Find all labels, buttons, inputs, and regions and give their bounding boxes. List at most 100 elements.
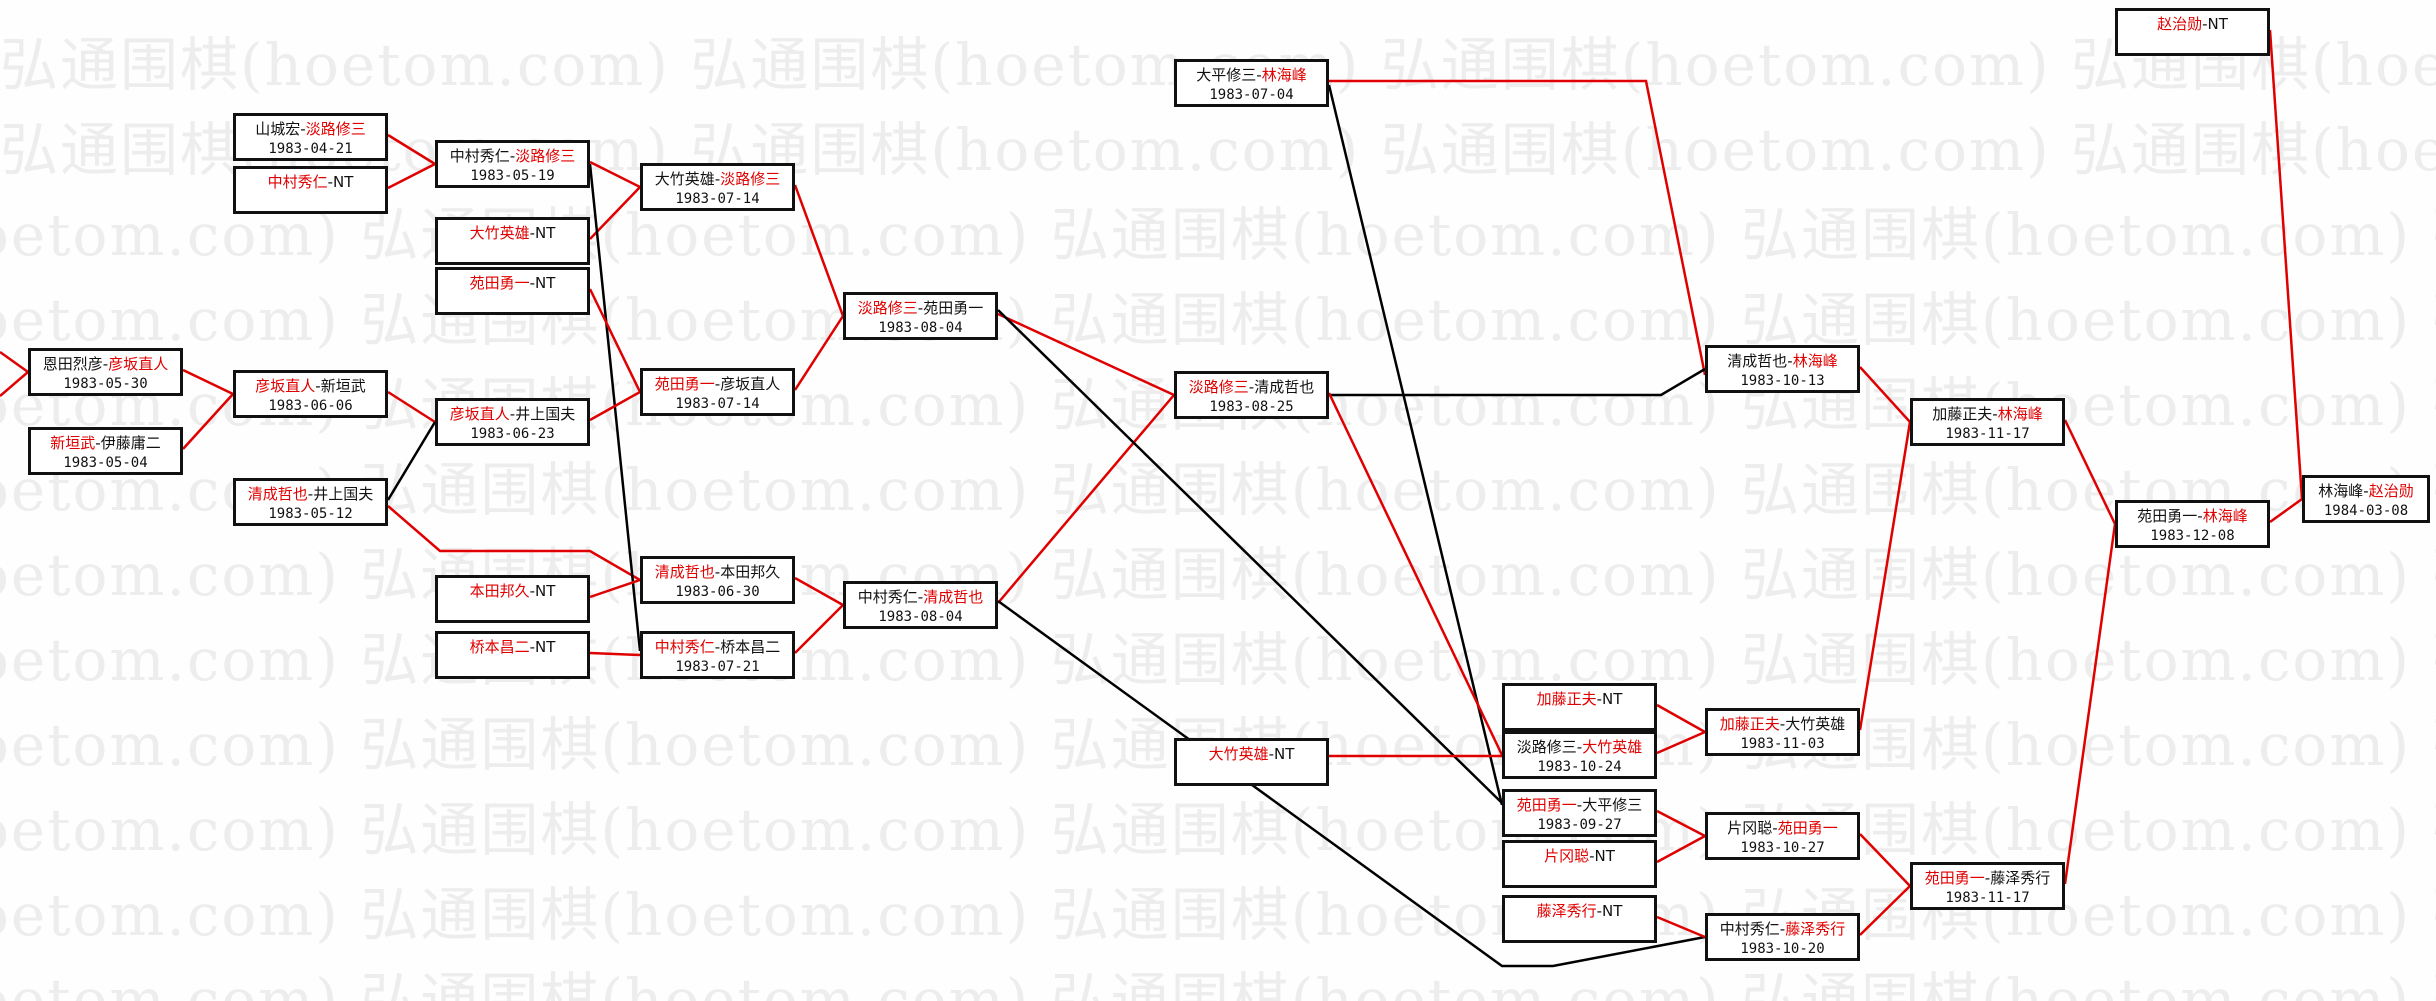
bracket-connector	[1858, 421, 1912, 731]
match-date: 1983-07-04	[1209, 87, 1294, 103]
winner-name: 藤泽秀行	[1785, 920, 1846, 938]
separator: -	[1256, 66, 1262, 84]
bracket-connector	[1329, 79, 1707, 376]
player-name: NT	[1274, 745, 1295, 763]
match-date: 1983-05-30	[63, 376, 148, 392]
separator: -	[1787, 352, 1793, 370]
match-date: 1983-07-14	[675, 191, 760, 207]
match-players: 苑田勇一-大平修三	[1505, 795, 1654, 815]
separator: -	[2202, 15, 2208, 33]
match-box: 苑田勇一-NT	[435, 267, 590, 315]
bracket-connector	[2063, 523, 2117, 885]
separator: -	[1596, 690, 1603, 708]
match-date: 1983-09-27	[1537, 817, 1622, 833]
player-name: 本田邦久	[720, 563, 781, 581]
winner-name: 大竹英雄	[1582, 738, 1643, 756]
bracket-connector	[589, 160, 641, 189]
match-box: 大竹英雄-NT	[435, 217, 590, 265]
match-players: 桥本昌二-NT	[438, 637, 587, 657]
bracket-connector	[1656, 703, 1706, 734]
match-players: 山城宏-淡路修三	[236, 119, 385, 139]
match-box: 苑田勇一-彦坂直人 1983-07-14	[640, 368, 795, 416]
winner-name: 林海峰	[1261, 66, 1307, 84]
match-date: 1983-08-04	[878, 609, 963, 625]
match-box: 中村秀仁-清成哲也 1983-08-04	[843, 581, 998, 629]
separator: -	[102, 355, 109, 373]
match-players: 藤泽秀行-NT	[1505, 901, 1654, 921]
match-players: 中村秀仁-NT	[236, 172, 385, 192]
player-name: 桥本昌二	[720, 638, 781, 656]
match-date: 1983-10-13	[1740, 373, 1825, 389]
bracket-connector	[1656, 809, 1706, 838]
match-box: 中村秀仁-桥本昌二 1983-07-21	[640, 631, 795, 679]
player-name: 井上国夫	[313, 485, 374, 503]
match-date: 1983-05-12	[268, 506, 353, 522]
bracket-connector	[793, 184, 845, 317]
match-players: 清成哲也-井上国夫	[236, 484, 385, 504]
match-players: 苑田勇一-NT	[438, 273, 587, 293]
separator: -	[1576, 796, 1583, 814]
player-name: NT	[333, 173, 354, 191]
match-players: 彦坂直人-新垣武	[236, 376, 385, 396]
winner-name: 苑田勇一	[654, 375, 715, 393]
bracket-connector	[589, 651, 641, 657]
separator: -	[1248, 378, 1255, 396]
separator: -	[1984, 869, 1991, 887]
player-name: 片冈聪	[1727, 819, 1773, 837]
winner-name: 赵治勋	[2368, 482, 2414, 500]
match-date: 1983-08-04	[878, 320, 963, 336]
match-box: 苑田勇一-大平修三 1983-09-27	[1502, 789, 1657, 837]
match-box: 大平修三-林海峰 1983-07-04	[1174, 59, 1329, 107]
player-name: NT	[535, 274, 556, 292]
match-box: 恩田烈彦-彦坂直人 1983-05-30	[28, 348, 183, 396]
match-players: 清成哲也-本田邦久	[643, 562, 792, 582]
match-players: 片冈聪-苑田勇一	[1708, 818, 1857, 838]
winner-name: 片冈聪	[1544, 847, 1590, 865]
bracket-connector	[0, 350, 29, 374]
separator: -	[529, 638, 536, 656]
match-players: 淡路修三-清成哲也	[1177, 377, 1326, 397]
player-name: NT	[535, 638, 556, 656]
winner-name: 中村秀仁	[267, 173, 328, 191]
winner-name: 林海峰	[1792, 352, 1838, 370]
player-name: 清成哲也	[1727, 352, 1788, 370]
match-box: 桥本昌二-NT	[435, 631, 590, 679]
bracket-connector	[2063, 419, 2117, 525]
match-box: 本田邦久-NT	[435, 575, 590, 623]
separator: -	[1779, 715, 1786, 733]
match-date: 1983-11-17	[1945, 890, 2030, 906]
winner-name: 中村秀仁	[654, 638, 715, 656]
bracket-connector	[794, 604, 844, 654]
winner-name: 苑田勇一	[1924, 869, 1985, 887]
player-name: 中村秀仁	[857, 588, 918, 606]
match-box: 彦坂直人-井上国夫 1983-06-23	[435, 398, 590, 446]
match-box: 中村秀仁-NT	[233, 166, 388, 214]
separator: -	[315, 377, 321, 395]
player-name: 林海峰	[2318, 482, 2364, 500]
match-date: 1983-06-23	[470, 426, 555, 442]
winner-name: 彦坂直人	[255, 377, 316, 395]
match-date: 1983-10-24	[1537, 759, 1622, 775]
separator: -	[509, 147, 516, 165]
match-players: 苑田勇一-彦坂直人	[643, 374, 792, 394]
bracket-connector	[997, 394, 1175, 604]
match-date: 1983-08-25	[1209, 399, 1294, 415]
bracket-connector	[1656, 915, 1706, 939]
player-name: 伊藤庸二	[100, 434, 161, 452]
match-box: 加藤正夫-林海峰 1983-11-17	[1910, 398, 2065, 446]
winner-name: 苑田勇一	[1777, 819, 1838, 837]
match-box: 新垣武-伊藤庸二 1983-05-04	[28, 427, 183, 475]
match-players: 大竹英雄-NT	[1177, 744, 1326, 764]
match-box: 大竹英雄-NT	[1174, 738, 1329, 786]
winner-name: 清成哲也	[654, 563, 715, 581]
bracket-connector	[1859, 833, 1911, 887]
separator: -	[917, 588, 924, 606]
winner-name: 桥本昌二	[469, 638, 530, 656]
separator: -	[95, 434, 101, 452]
winner-name: 彦坂直人	[449, 405, 510, 423]
match-date: 1983-06-30	[675, 584, 760, 600]
match-box: 清成哲也-本田邦久 1983-06-30	[640, 556, 795, 604]
player-name: 大平修三	[1582, 796, 1643, 814]
separator: -	[529, 274, 536, 292]
match-box: 加藤正夫-大竹英雄 1983-11-03	[1705, 708, 1860, 756]
